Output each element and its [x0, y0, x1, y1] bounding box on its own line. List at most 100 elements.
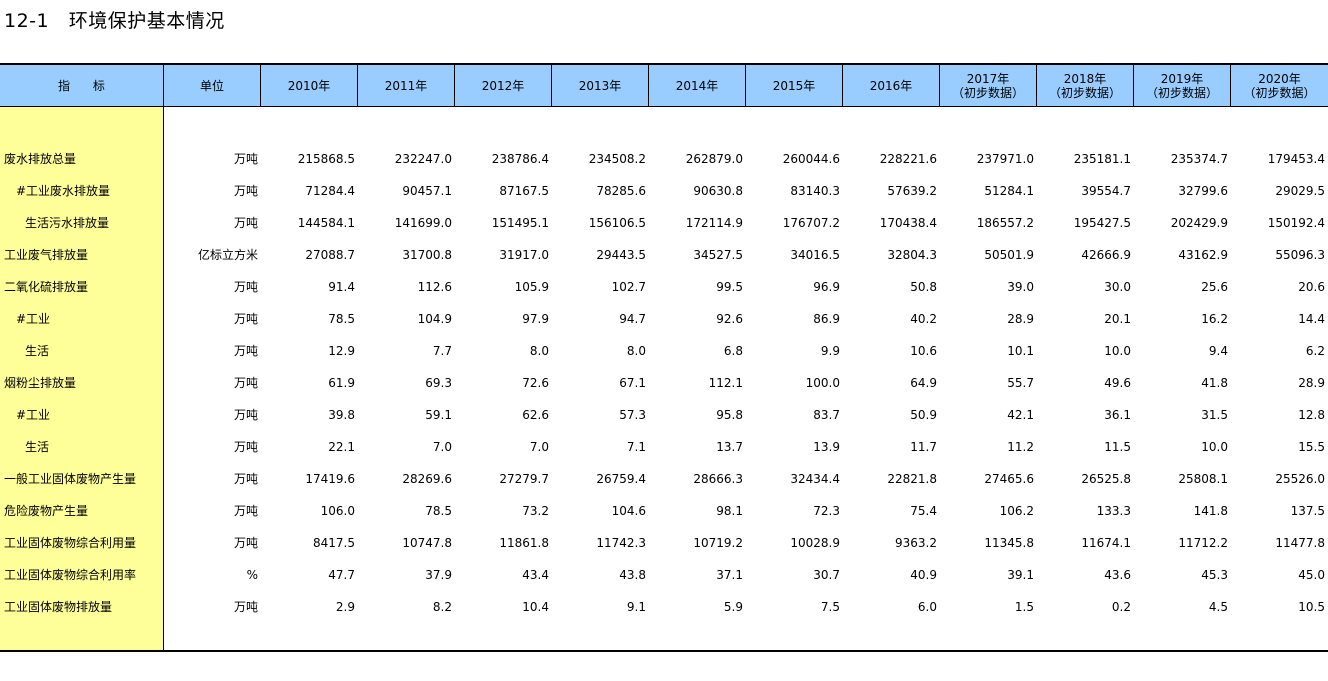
value-cell: 20.6 — [1298, 280, 1325, 294]
value-cell: 105.9 — [514, 280, 549, 294]
value-cell: 47.7 — [328, 568, 355, 582]
value-cell: 67.1 — [619, 376, 646, 390]
value-cell: 98.1 — [716, 504, 743, 518]
value-cell: 99.5 — [716, 280, 743, 294]
header-year-label: 2019年 — [1160, 71, 1204, 86]
value-cell: 104.9 — [417, 312, 452, 326]
value-cell: 39.1 — [1007, 568, 1034, 582]
value-cell: 11.2 — [1007, 440, 1034, 454]
value-cell: 51284.1 — [984, 184, 1034, 198]
value-cell: 95.8 — [716, 408, 743, 422]
indicator-column — [0, 107, 164, 650]
value-cell: 8.0 — [626, 344, 646, 358]
value-cell: 92.6 — [716, 312, 743, 326]
value-cell: 172114.9 — [685, 216, 743, 230]
value-cell: 100.0 — [805, 376, 840, 390]
value-cell: 8.2 — [432, 600, 452, 614]
value-cell: 26759.4 — [596, 472, 646, 486]
value-cell: 4.5 — [1208, 600, 1228, 614]
table-row: 生活 万吨 12.9 7.7 8.0 8.0 6.8 9.9 10.6 10.1 10.0 9.4 6.… — [0, 335, 1328, 367]
value-cell: 36.1 — [1104, 408, 1131, 422]
value-cell: 25.6 — [1201, 280, 1228, 294]
unit-cell: % — [246, 568, 258, 582]
header-year-3: 2013年 — [552, 65, 649, 106]
value-cell: 40.2 — [910, 312, 937, 326]
value-cell: 45.0 — [1298, 568, 1325, 582]
header-year-label: 2011年 — [384, 78, 428, 93]
value-cell: 202429.9 — [1170, 216, 1228, 230]
value-cell: 78.5 — [328, 312, 355, 326]
value-cell: 86.9 — [813, 312, 840, 326]
table-row: 危险废物产生量 万吨 106.0 78.5 73.2 104.6 98.1 72.3 75.4 1… — [0, 495, 1328, 527]
indicator-name: 生活 — [25, 440, 50, 454]
value-cell: 96.9 — [813, 280, 840, 294]
value-cell: 27279.7 — [499, 472, 549, 486]
value-cell: 232247.0 — [394, 152, 452, 166]
value-cell: 9.4 — [1208, 344, 1228, 358]
value-cell: 170438.4 — [879, 216, 937, 230]
value-cell: 0.2 — [1111, 600, 1131, 614]
value-cell: 31.5 — [1201, 408, 1228, 422]
value-cell: 133.3 — [1096, 504, 1131, 518]
value-cell: 10.0 — [1104, 344, 1131, 358]
page-title: 12-1 环境保护基本情况 — [4, 10, 225, 32]
unit-cell: 万吨 — [233, 376, 258, 390]
header-year-note: （初步数据） — [1243, 85, 1316, 100]
value-cell: 17419.6 — [305, 472, 355, 486]
unit-cell: 万吨 — [233, 504, 258, 518]
unit-cell: 万吨 — [233, 536, 258, 550]
value-cell: 195427.5 — [1073, 216, 1131, 230]
header-year-label: 2015年 — [772, 78, 816, 93]
value-cell: 37.1 — [716, 568, 743, 582]
unit-cell: 万吨 — [233, 472, 258, 486]
value-cell: 10747.8 — [402, 536, 452, 550]
unit-cell: 万吨 — [233, 408, 258, 422]
value-cell: 137.5 — [1290, 504, 1325, 518]
value-cell: 39554.7 — [1081, 184, 1131, 198]
value-cell: 50501.9 — [984, 248, 1034, 262]
value-cell: 8417.5 — [313, 536, 355, 550]
indicator-name: #工业 — [16, 408, 51, 422]
value-cell: 7.0 — [432, 440, 452, 454]
value-cell: 13.7 — [716, 440, 743, 454]
indicator-name: 工业固体废物综合利用量 — [4, 536, 137, 550]
value-cell: 57639.2 — [887, 184, 937, 198]
value-cell: 30.7 — [813, 568, 840, 582]
value-cell: 32434.4 — [790, 472, 840, 486]
value-cell: 9363.2 — [895, 536, 937, 550]
value-cell: 27088.7 — [305, 248, 355, 262]
value-cell: 104.6 — [611, 504, 646, 518]
value-cell: 9.9 — [820, 344, 840, 358]
value-cell: 12.9 — [328, 344, 355, 358]
value-cell: 43.8 — [619, 568, 646, 582]
value-cell: 20.1 — [1104, 312, 1131, 326]
value-cell: 2.9 — [335, 600, 355, 614]
value-cell: 10.0 — [1201, 440, 1228, 454]
header-year-note: （初步数据） — [1145, 85, 1218, 100]
value-cell: 11742.3 — [596, 536, 646, 550]
value-cell: 10028.9 — [790, 536, 840, 550]
value-cell: 106.0 — [320, 504, 355, 518]
value-cell: 59.1 — [425, 408, 452, 422]
table-row: 二氧化硫排放量 万吨 91.4 112.6 105.9 102.7 99.5 96.9 50.8… — [0, 271, 1328, 303]
value-cell: 49.6 — [1104, 376, 1131, 390]
value-cell: 5.9 — [723, 600, 743, 614]
value-cell: 97.9 — [522, 312, 549, 326]
value-cell: 237971.0 — [976, 152, 1034, 166]
value-cell: 27465.6 — [984, 472, 1034, 486]
value-cell: 235181.1 — [1073, 152, 1131, 166]
value-cell: 11345.8 — [984, 536, 1034, 550]
header-year-label: 2012年 — [481, 78, 525, 93]
table-row: 一般工业固体废物产生量 万吨 17419.6 28269.6 27279.7 26759.… — [0, 463, 1328, 495]
value-cell: 11712.2 — [1178, 536, 1228, 550]
indicator-name: #工业废水排放量 — [16, 184, 111, 198]
value-cell: 1.5 — [1014, 600, 1034, 614]
value-cell: 50.9 — [910, 408, 937, 422]
table-row: 工业固体废物综合利用量 万吨 8417.5 10747.8 11861.8 11742.3… — [0, 527, 1328, 559]
value-cell: 43162.9 — [1178, 248, 1228, 262]
value-cell: 32804.3 — [887, 248, 937, 262]
value-cell: 69.3 — [425, 376, 452, 390]
statistics-table: 指 标 单位 2010年 2011年 2012年 2013年 2014年 2015年 201… — [0, 63, 1328, 652]
value-cell: 78.5 — [425, 504, 452, 518]
table-header: 指 标 单位 2010年 2011年 2012年 2013年 2014年 2015年 201… — [0, 65, 1328, 107]
